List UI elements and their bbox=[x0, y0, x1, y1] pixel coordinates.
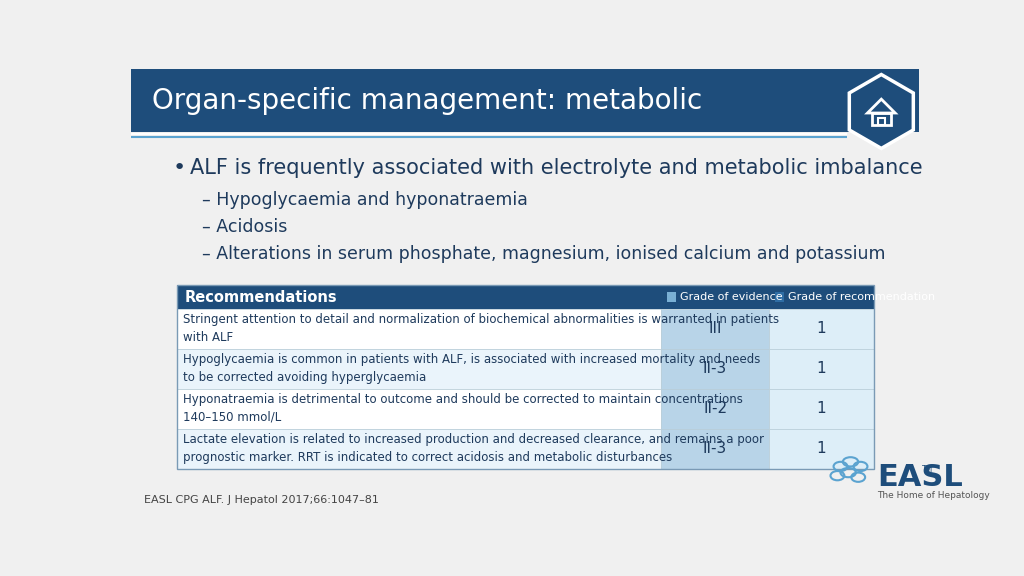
FancyBboxPatch shape bbox=[769, 309, 873, 348]
FancyBboxPatch shape bbox=[662, 309, 769, 348]
Text: – Hypoglycaemia and hyponatraemia: – Hypoglycaemia and hyponatraemia bbox=[202, 191, 528, 209]
Text: The Home of Hepatology: The Home of Hepatology bbox=[878, 491, 990, 500]
Text: Hypoglycaemia is common in patients with ALF, is associated with increased morta: Hypoglycaemia is common in patients with… bbox=[183, 354, 760, 384]
FancyBboxPatch shape bbox=[769, 389, 873, 429]
Text: Recommendations: Recommendations bbox=[184, 290, 337, 305]
Text: 1: 1 bbox=[816, 441, 826, 456]
Text: – Alterations in serum phosphate, magnesium, ionised calcium and potassium: – Alterations in serum phosphate, magnes… bbox=[202, 245, 886, 263]
FancyBboxPatch shape bbox=[662, 429, 769, 469]
Text: II-3: II-3 bbox=[702, 441, 727, 456]
Text: Grade of evidence: Grade of evidence bbox=[680, 292, 782, 302]
FancyBboxPatch shape bbox=[177, 348, 662, 389]
Text: Lactate elevation is related to increased production and decreased clearance, an: Lactate elevation is related to increase… bbox=[183, 434, 764, 464]
FancyBboxPatch shape bbox=[662, 389, 769, 429]
FancyBboxPatch shape bbox=[769, 348, 873, 389]
Text: Hyponatraemia is detrimental to outcome and should be corrected to maintain conc: Hyponatraemia is detrimental to outcome … bbox=[183, 393, 742, 424]
FancyBboxPatch shape bbox=[131, 69, 920, 132]
FancyBboxPatch shape bbox=[177, 429, 662, 469]
Text: 1: 1 bbox=[816, 361, 826, 376]
Text: EASL CPG ALF. J Hepatol 2017;66:1047–81: EASL CPG ALF. J Hepatol 2017;66:1047–81 bbox=[144, 495, 379, 505]
Polygon shape bbox=[849, 74, 913, 149]
Text: EASL: EASL bbox=[878, 463, 964, 492]
FancyBboxPatch shape bbox=[177, 389, 662, 429]
Text: Stringent attention to detail and normalization of biochemical abnormalities is : Stringent attention to detail and normal… bbox=[183, 313, 779, 344]
FancyBboxPatch shape bbox=[769, 429, 873, 469]
Text: •: • bbox=[173, 158, 186, 179]
Text: II-3: II-3 bbox=[702, 361, 727, 376]
Text: 1: 1 bbox=[816, 401, 826, 416]
Text: – Acidosis: – Acidosis bbox=[202, 218, 288, 236]
Text: Organ-specific management: metabolic: Organ-specific management: metabolic bbox=[153, 87, 702, 115]
Text: II-2: II-2 bbox=[703, 401, 727, 416]
Text: TM: TM bbox=[923, 465, 933, 474]
FancyBboxPatch shape bbox=[775, 293, 784, 302]
FancyBboxPatch shape bbox=[668, 293, 677, 302]
Text: Grade of recommendation: Grade of recommendation bbox=[787, 292, 935, 302]
FancyBboxPatch shape bbox=[662, 348, 769, 389]
Text: 1: 1 bbox=[816, 321, 826, 336]
FancyBboxPatch shape bbox=[177, 286, 873, 309]
Text: ALF is frequently associated with electrolyte and metabolic imbalance: ALF is frequently associated with electr… bbox=[189, 158, 923, 179]
Text: III: III bbox=[709, 321, 722, 336]
FancyBboxPatch shape bbox=[177, 309, 662, 348]
